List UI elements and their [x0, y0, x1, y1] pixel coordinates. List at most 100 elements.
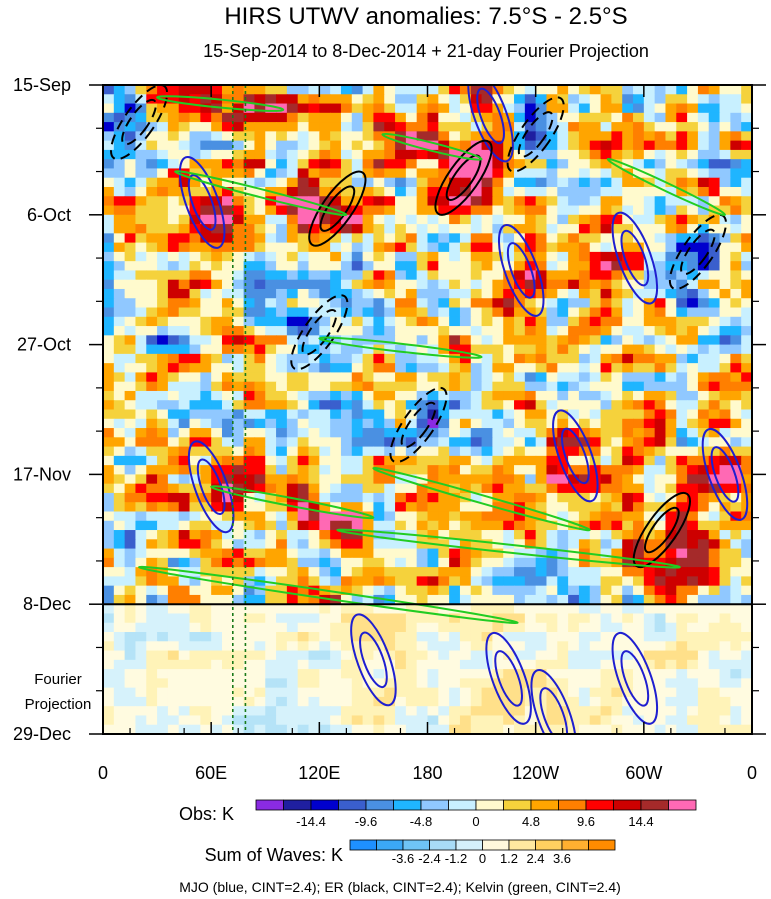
heat-cell	[741, 437, 752, 448]
heat-cell	[189, 159, 201, 170]
heat-cell	[600, 288, 612, 299]
heat-cell	[676, 594, 688, 605]
heat-cell	[514, 511, 526, 522]
colorbar-tick-label: 2.4	[526, 851, 544, 866]
heat-cell	[600, 437, 612, 448]
heat-cell	[189, 687, 201, 698]
heat-cell	[319, 641, 331, 652]
heat-cell	[470, 177, 483, 188]
heat-cell	[633, 715, 645, 726]
heat-cell	[449, 530, 461, 540]
heat-cell	[708, 224, 721, 234]
heat-cell	[373, 715, 385, 726]
heat-cell	[189, 251, 201, 262]
heat-cell	[514, 168, 526, 179]
heat-cell	[578, 557, 591, 568]
heat-cell	[654, 437, 667, 448]
heat-cell	[546, 122, 558, 132]
heat-cell	[243, 428, 256, 438]
heat-cell	[589, 390, 602, 401]
heat-cell	[211, 530, 223, 540]
heat-cell	[297, 557, 310, 568]
heat-cell	[449, 177, 461, 188]
heat-cell	[265, 205, 277, 216]
heat-cell	[167, 622, 180, 633]
heat-cell	[449, 455, 461, 466]
heat-cell	[708, 353, 721, 364]
heat-cell	[741, 214, 752, 225]
heat-cell	[611, 465, 623, 475]
heat-cell	[178, 409, 191, 420]
heat-cell	[340, 706, 353, 717]
heat-cell	[178, 502, 191, 513]
heat-cell	[589, 687, 602, 698]
heat-cell	[373, 168, 385, 179]
heat-cell	[103, 557, 115, 568]
heat-cell	[243, 251, 256, 262]
heat-cell	[167, 224, 180, 234]
heat-cell	[416, 400, 429, 411]
heat-cell	[568, 511, 580, 522]
heat-cell	[124, 715, 137, 726]
heat-cell	[633, 363, 645, 374]
heat-cell	[697, 530, 710, 540]
heat-cell	[286, 381, 299, 392]
heat-cell	[643, 112, 656, 123]
heat-cell	[157, 474, 169, 485]
heat-cell	[643, 316, 656, 327]
heat-cell	[405, 548, 418, 559]
heat-cell	[481, 381, 493, 392]
heat-cell	[557, 233, 569, 244]
heat-cell	[459, 511, 472, 522]
heat-cell	[351, 548, 364, 559]
heat-cell	[676, 446, 688, 457]
heat-cell	[524, 474, 537, 485]
heat-cell	[687, 186, 699, 197]
heat-cell	[330, 214, 342, 225]
heat-cell	[535, 196, 548, 207]
heat-cell	[589, 381, 602, 392]
heat-cell	[124, 548, 137, 559]
heat-cell	[362, 288, 375, 299]
heat-cell	[232, 632, 245, 642]
heat-cell	[308, 465, 320, 475]
heat-cell	[340, 381, 353, 392]
heat-cell	[622, 233, 634, 244]
heat-cell	[687, 233, 699, 244]
heat-cell	[167, 251, 180, 262]
heat-cell	[622, 140, 634, 151]
heat-cell	[384, 474, 396, 485]
heat-cell	[124, 159, 137, 170]
chart-subtitle: 15-Sep-2014 to 8-Dec-2014 + 21-day Fouri…	[203, 41, 649, 61]
heat-cell	[319, 511, 331, 522]
heat-cell	[611, 511, 623, 522]
heat-cell	[449, 706, 461, 717]
heat-cell	[221, 224, 234, 234]
heat-cell	[546, 353, 558, 364]
heat-cell	[340, 483, 353, 494]
heat-cell	[546, 279, 558, 290]
heat-cell	[405, 261, 418, 272]
heat-cell	[373, 492, 385, 503]
heat-cell	[514, 307, 526, 318]
heat-cell	[232, 168, 245, 179]
heat-cell	[146, 335, 158, 346]
heat-cell	[319, 687, 331, 698]
heat-cell	[265, 335, 277, 346]
heat-cell	[578, 214, 591, 225]
heat-cell	[146, 446, 158, 457]
heat-cell	[665, 585, 677, 596]
heat-cell	[135, 196, 147, 207]
heat-cell	[405, 205, 418, 216]
heat-cell	[730, 353, 742, 364]
heat-cell	[568, 372, 580, 383]
heat-cell	[373, 381, 385, 392]
heat-cell	[232, 94, 245, 105]
heat-cell	[135, 483, 147, 494]
heat-cell	[514, 604, 526, 615]
heat-cell	[146, 307, 158, 318]
heat-cell	[578, 363, 591, 374]
heat-cell	[503, 288, 515, 299]
heat-cell	[243, 632, 256, 642]
heat-cell	[687, 539, 699, 550]
